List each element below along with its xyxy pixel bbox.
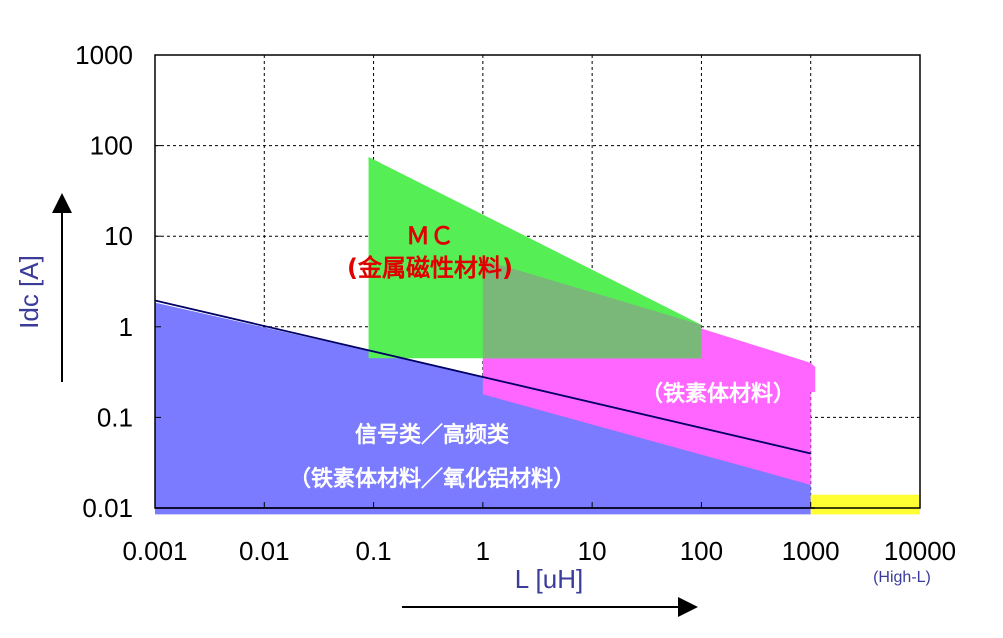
- x-tick-label: 10000: [884, 536, 956, 566]
- x-axis-title: L [uH]: [515, 564, 583, 594]
- y-axis-title: Idc [A]: [14, 255, 44, 329]
- y-tick-label: 0.1: [97, 402, 133, 432]
- y-tick-label: 10: [104, 221, 133, 251]
- region-area-0: [155, 302, 811, 515]
- y-tick-label: 100: [90, 131, 133, 161]
- y-tick-labels: 0.01 0.1 1 10 100 1000: [75, 40, 161, 523]
- mc-sub-label: (金属磁性材料): [347, 254, 513, 282]
- region-area-4: [810, 494, 920, 515]
- y-tick-label: 0.01: [82, 493, 133, 523]
- x-tick-labels: 0.001 0.01 0.1 1 10 100 1000 10000: [122, 502, 956, 566]
- y-tick-label: 1: [119, 312, 133, 342]
- boundary-line-0: [154, 299, 811, 455]
- x-tick-label: 0.01: [239, 536, 290, 566]
- ferrite-label: （铁素体材料）: [641, 381, 795, 407]
- x-tick-label: 1000: [782, 536, 840, 566]
- plot-frame: [154, 54, 921, 509]
- x-tick-label: 0.001: [122, 536, 187, 566]
- x-tick-label: 0.1: [355, 536, 391, 566]
- material-regions: [155, 156, 920, 515]
- x-note-high-l: (High-L): [873, 569, 931, 586]
- mc-label: ＭＣ: [406, 222, 454, 250]
- signal-label: 信号类／高频类: [355, 422, 510, 448]
- x-tick-label: 100: [680, 536, 723, 566]
- region-area-3: [482, 259, 702, 359]
- x-tick-label: 10: [578, 536, 607, 566]
- x-tick-label: 1: [476, 536, 490, 566]
- y-tick-label: 1000: [75, 40, 133, 70]
- signal-sub-label: （铁素体材料／氧化铝材料）: [289, 466, 575, 492]
